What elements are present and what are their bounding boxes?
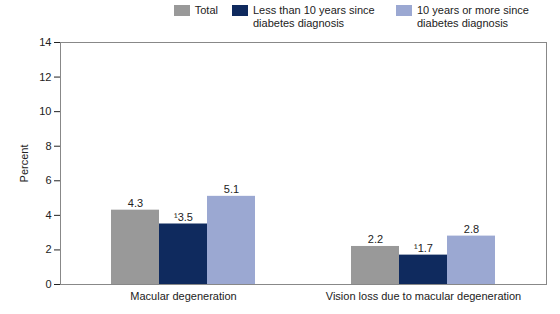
html-text:Less than 10 years since diabe: Less than 10 years since diabetes diagno…: [253, 4, 375, 29]
svg-text:14: 14: [39, 36, 51, 48]
svg-text:10: 10: [39, 105, 51, 117]
svg-text:Vision loss due to macular deg: Vision loss due to macular degeneration: [326, 290, 521, 302]
svg-text:6: 6: [45, 174, 51, 186]
svg-text:4: 4: [45, 209, 51, 221]
html-text:10 years or more since diabete: 10 years or more since diabetes diagnosi…: [417, 4, 529, 29]
svg-text:2.8: 2.8: [464, 223, 479, 235]
svg-text:4.3: 4.3: [128, 197, 143, 209]
svg-text:¹3.5: ¹3.5: [174, 211, 193, 223]
svg-text:2.2: 2.2: [368, 233, 383, 245]
svg-text:¹1.7: ¹1.7: [414, 242, 433, 254]
svg-text:Macular degeneration: Macular degeneration: [130, 290, 236, 302]
svg-text:0: 0: [45, 278, 51, 290]
svg-text:Percent: Percent: [18, 145, 30, 183]
svg-text:2: 2: [45, 243, 51, 255]
svg-text:5.1: 5.1: [224, 183, 239, 195]
html-text:Total: Total: [194, 4, 218, 16]
svg-text:12: 12: [39, 71, 51, 83]
svg-text:8: 8: [45, 140, 51, 152]
